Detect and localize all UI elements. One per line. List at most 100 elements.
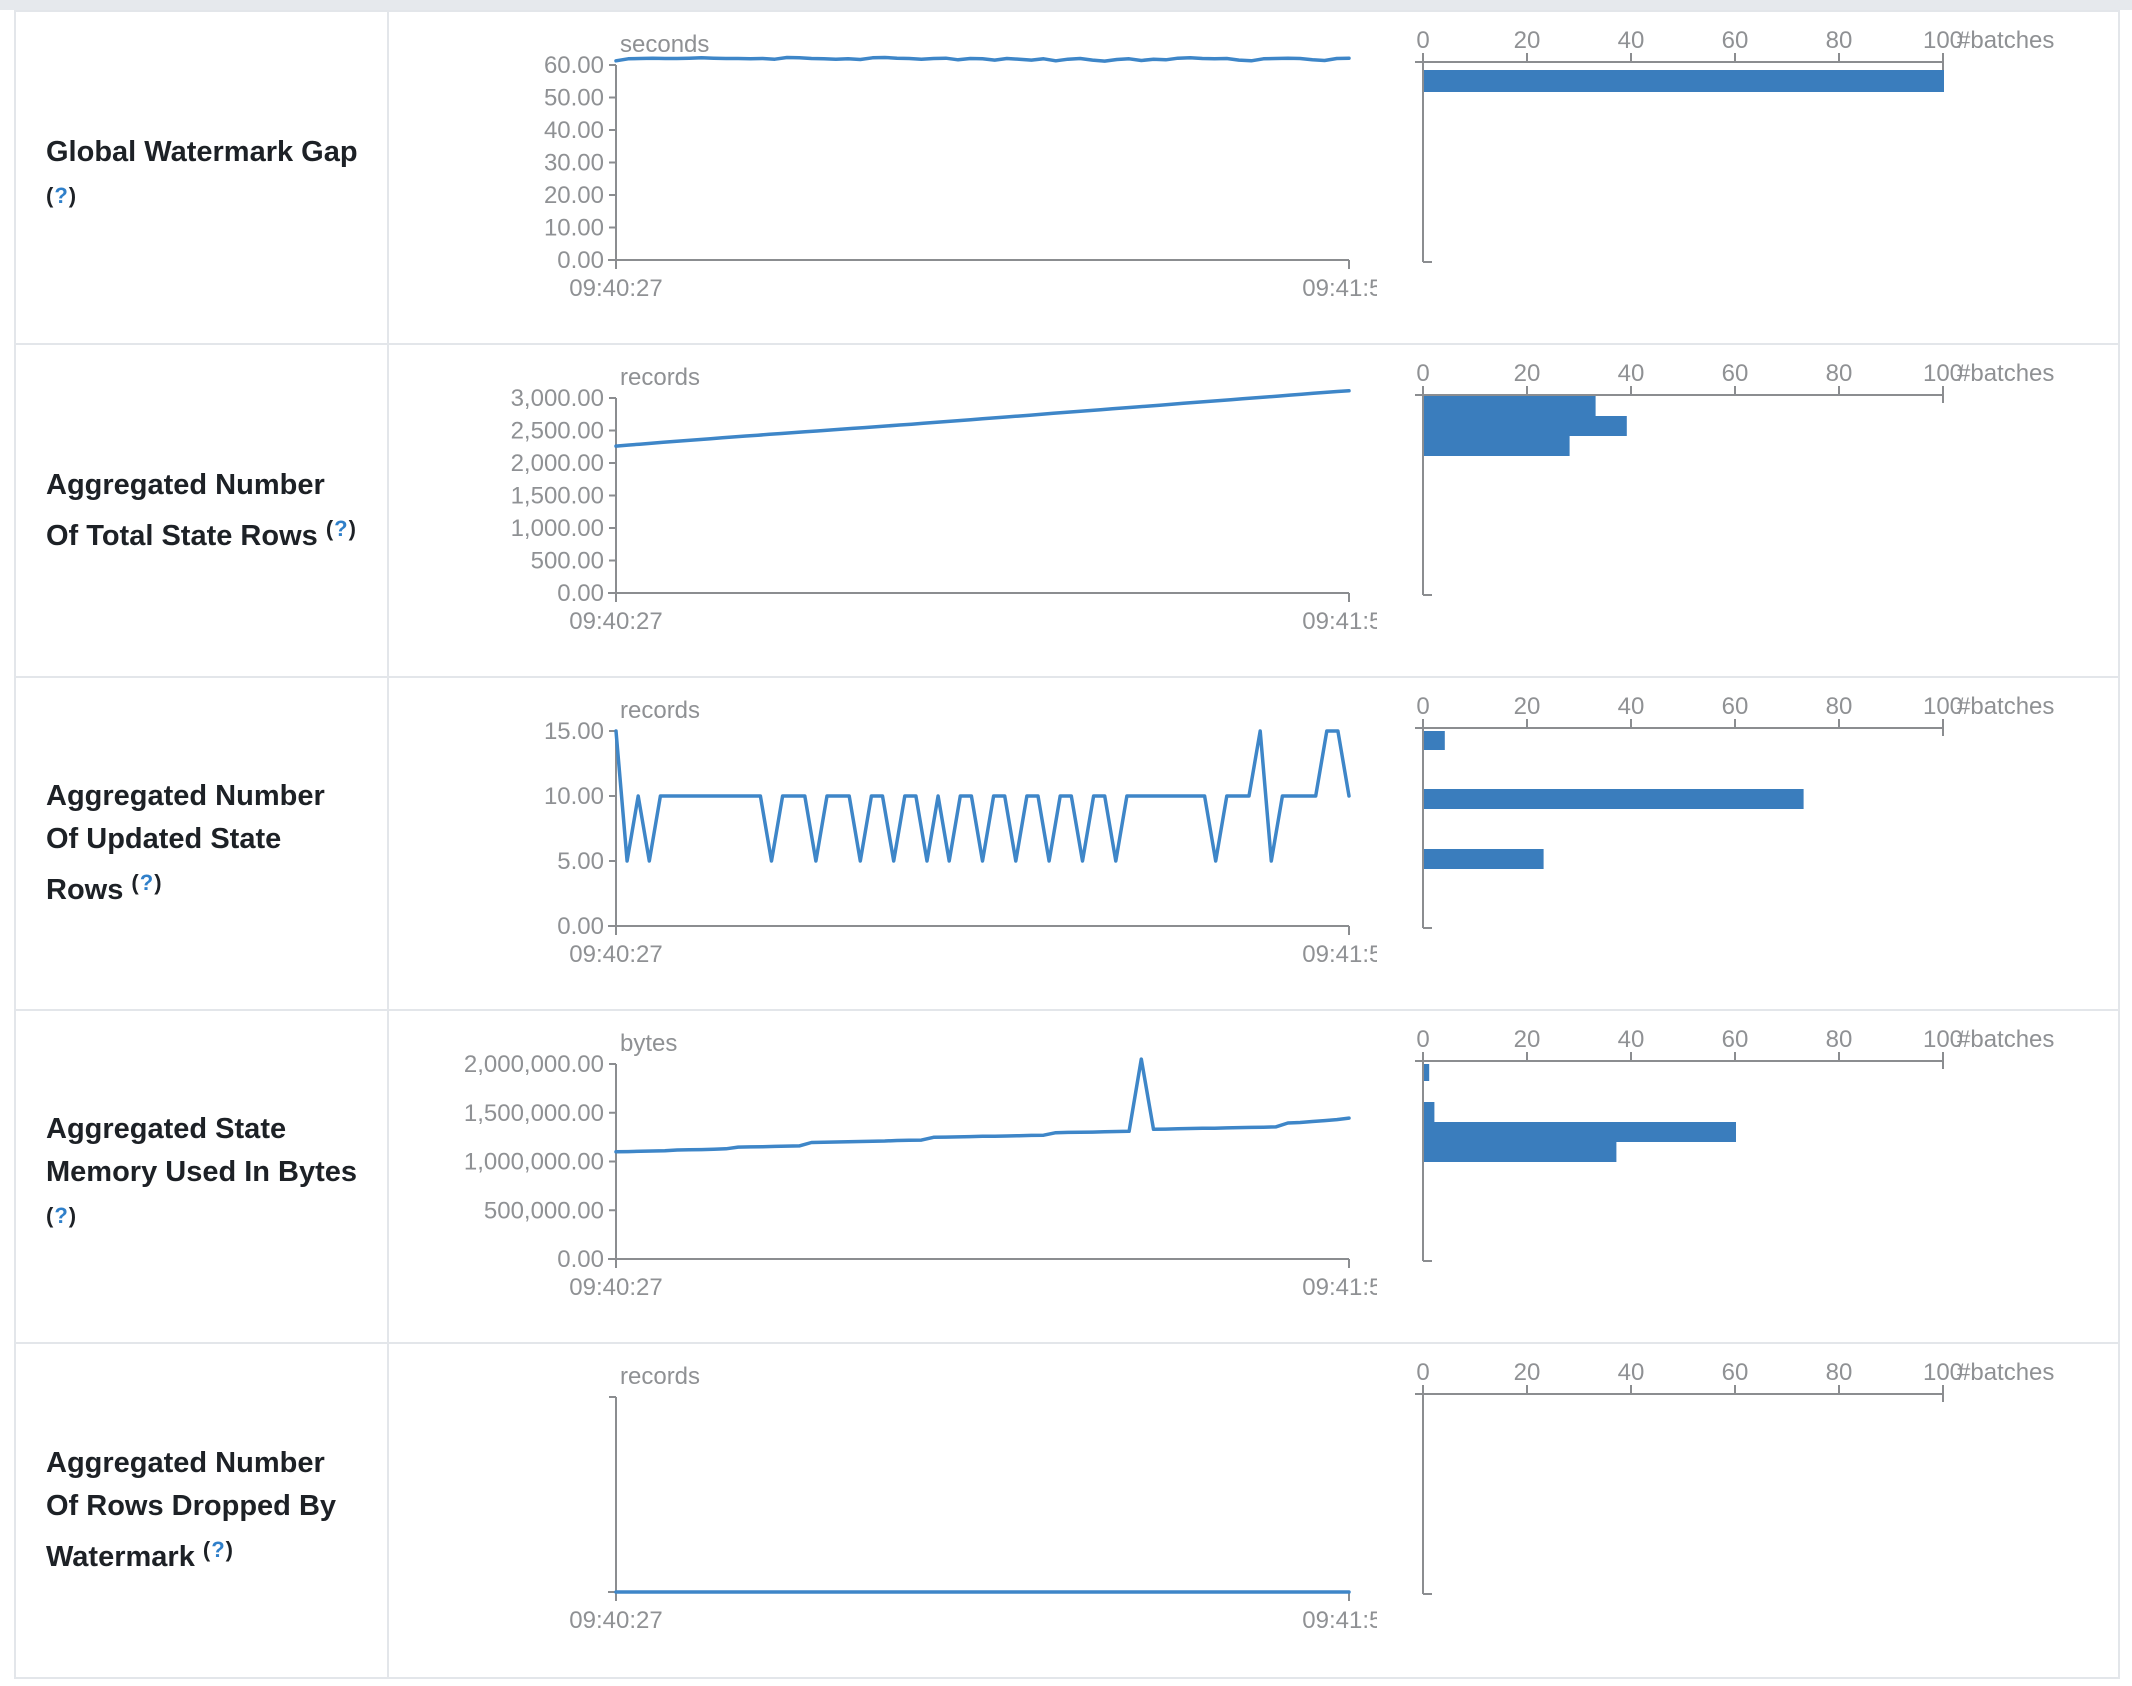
question-mark-icon: ? — [334, 515, 349, 541]
svg-text:100: 100 — [1923, 693, 1963, 720]
help-tooltip-link[interactable]: (?) — [131, 870, 163, 895]
help-tooltip-link[interactable]: (?) — [325, 515, 357, 541]
svg-text:60: 60 — [1722, 27, 1749, 54]
svg-text:records: records — [620, 364, 700, 391]
svg-text:#batches: #batches — [1957, 1026, 2054, 1053]
svg-text:80: 80 — [1826, 360, 1853, 387]
svg-text:#batches: #batches — [1957, 360, 2054, 387]
timeline-chart: seconds 60.00 50.00 40.00 30.00 20.00 10.00 0.0… — [389, 12, 1377, 343]
svg-text:0: 0 — [1416, 693, 1429, 720]
svg-text:40.00: 40.00 — [544, 117, 604, 144]
timeline-chart: records 3,000.00 2,500.00 2,000.00 1,500.00 1… — [389, 345, 1377, 676]
svg-text:1,500.00: 1,500.00 — [511, 483, 604, 510]
svg-text:#batches: #batches — [1957, 1359, 2054, 1386]
metric-label-cell: Aggregated Number Of Rows Dropped By Wat… — [16, 1344, 389, 1677]
svg-text:09:41:56: 09:41:56 — [1302, 1274, 1377, 1301]
svg-text:40: 40 — [1618, 27, 1645, 54]
svg-text:09:40:27: 09:40:27 — [569, 1274, 662, 1301]
metric-row-state-memory-used: Aggregated State Memory Used In Bytes (?… — [16, 1011, 2118, 1344]
svg-text:40: 40 — [1618, 1359, 1645, 1386]
svg-text:80: 80 — [1826, 1026, 1853, 1053]
histogram-chart: 0 20 40 60 80 100 #batches — [1377, 12, 2106, 343]
help-tooltip-link[interactable]: (?) — [46, 182, 78, 208]
svg-text:15.00: 15.00 — [544, 718, 604, 745]
svg-text:0.00: 0.00 — [557, 1246, 604, 1273]
svg-text:2,000.00: 2,000.00 — [511, 450, 604, 477]
svg-text:100: 100 — [1923, 360, 1963, 387]
svg-text:09:41:56: 09:41:56 — [1302, 608, 1377, 635]
svg-text:0.00: 0.00 — [557, 580, 604, 607]
svg-text:09:40:27: 09:40:27 — [569, 275, 662, 302]
metric-row-rows-dropped-by-watermark: Aggregated Number Of Rows Dropped By Wat… — [16, 1344, 2118, 1677]
svg-text:1,000,000.00: 1,000,000.00 — [464, 1149, 604, 1176]
svg-text:0: 0 — [1416, 1359, 1429, 1386]
timeline-chart: bytes 2,000,000.00 1,500,000.00 1,000,000.0… — [389, 1011, 1377, 1342]
metric-label: Aggregated Number Of Rows Dropped By Wat… — [46, 1447, 337, 1573]
charts-cell: bytes 2,000,000.00 1,500,000.00 1,000,000.0… — [389, 1011, 2118, 1342]
svg-text:2,000,000.00: 2,000,000.00 — [464, 1051, 604, 1078]
histogram-chart: 0 20 40 60 80 100 #batches — [1377, 345, 2106, 676]
svg-text:60: 60 — [1722, 1026, 1749, 1053]
help-tooltip-link[interactable]: (?) — [46, 1203, 78, 1228]
svg-text:bytes: bytes — [620, 1030, 677, 1057]
svg-text:09:40:27: 09:40:27 — [569, 1607, 662, 1634]
svg-text:60: 60 — [1722, 360, 1749, 387]
metric-label-cell: Aggregated State Memory Used In Bytes (?… — [16, 1011, 389, 1342]
metric-label: Aggregated Number Of Total State Rows (?… — [46, 468, 357, 552]
svg-text:0.00: 0.00 — [557, 247, 604, 274]
svg-text:20: 20 — [1514, 1026, 1541, 1053]
charts-cell: seconds 60.00 50.00 40.00 30.00 20.00 10.00 0.0… — [389, 12, 2118, 343]
svg-text:0: 0 — [1416, 1026, 1429, 1053]
svg-text:0: 0 — [1416, 27, 1429, 54]
charts-cell: records 3,000.00 2,500.00 2,000.00 1,500.00 1… — [389, 345, 2118, 676]
svg-text:80: 80 — [1826, 1359, 1853, 1386]
svg-text:5.00: 5.00 — [557, 848, 604, 875]
page-top-divider — [0, 0, 2132, 10]
svg-text:80: 80 — [1826, 27, 1853, 54]
svg-text:09:40:27: 09:40:27 — [569, 941, 662, 968]
svg-text:60: 60 — [1722, 1359, 1749, 1386]
metric-row-total-state-rows: Aggregated Number Of Total State Rows (?… — [16, 345, 2118, 678]
streaming-statistics-table: Global Watermark Gap (?) seconds 60.00 50.… — [14, 10, 2120, 1679]
question-mark-icon: ? — [211, 1537, 226, 1562]
charts-cell: records 15.00 10.00 5.00 0.00 09:40:27 09:41:5… — [389, 678, 2118, 1009]
svg-text:2,500.00: 2,500.00 — [511, 418, 604, 445]
svg-text:1,500,000.00: 1,500,000.00 — [464, 1100, 604, 1127]
svg-text:80: 80 — [1826, 693, 1853, 720]
svg-text:500,000.00: 500,000.00 — [484, 1197, 604, 1224]
metric-label-cell: Global Watermark Gap (?) — [16, 12, 389, 343]
svg-text:09:41:56: 09:41:56 — [1302, 1607, 1377, 1634]
svg-text:09:41:56: 09:41:56 — [1302, 941, 1377, 968]
metric-label: Aggregated State Memory Used In Bytes (?… — [46, 1113, 358, 1228]
svg-text:1,000.00: 1,000.00 — [511, 515, 604, 542]
timeline-chart: records 09:40:27 09:41:56 — [389, 1344, 1377, 1677]
svg-text:100: 100 — [1923, 27, 1963, 54]
svg-text:3,000.00: 3,000.00 — [511, 385, 604, 412]
svg-text:10.00: 10.00 — [544, 215, 604, 242]
svg-text:20: 20 — [1514, 693, 1541, 720]
svg-text:records: records — [620, 697, 700, 724]
question-mark-icon: ? — [54, 1203, 69, 1228]
svg-text:seconds: seconds — [620, 31, 709, 58]
timeline-chart: records 15.00 10.00 5.00 0.00 09:40:27 09:41:5… — [389, 678, 1377, 1009]
charts-cell: records 09:40:27 09:41:56 0 20 40 60 80 100#bat… — [389, 1344, 2118, 1677]
svg-text:20: 20 — [1514, 27, 1541, 54]
svg-text:0: 0 — [1416, 360, 1429, 387]
metric-label: Global Watermark Gap (?) — [46, 135, 358, 208]
svg-text:20: 20 — [1514, 1359, 1541, 1386]
svg-text:10.00: 10.00 — [544, 783, 604, 810]
svg-text:40: 40 — [1618, 693, 1645, 720]
svg-text:20: 20 — [1514, 360, 1541, 387]
svg-text:#batches: #batches — [1957, 693, 2054, 720]
metric-label-cell: Aggregated Number Of Total State Rows (?… — [16, 345, 389, 676]
svg-text:09:40:27: 09:40:27 — [569, 608, 662, 635]
help-tooltip-link[interactable]: (?) — [202, 1537, 234, 1562]
svg-text:60.00: 60.00 — [544, 52, 604, 79]
histogram-chart: 0 20 40 60 80 100 #batches — [1377, 1344, 2106, 1677]
svg-text:#batches: #batches — [1957, 27, 2054, 54]
svg-text:100: 100 — [1923, 1026, 1963, 1053]
svg-text:40: 40 — [1618, 1026, 1645, 1053]
metric-label-cell: Aggregated Number Of Updated State Rows … — [16, 678, 389, 1009]
svg-text:0.00: 0.00 — [557, 913, 604, 940]
metric-row-updated-state-rows: Aggregated Number Of Updated State Rows … — [16, 678, 2118, 1011]
